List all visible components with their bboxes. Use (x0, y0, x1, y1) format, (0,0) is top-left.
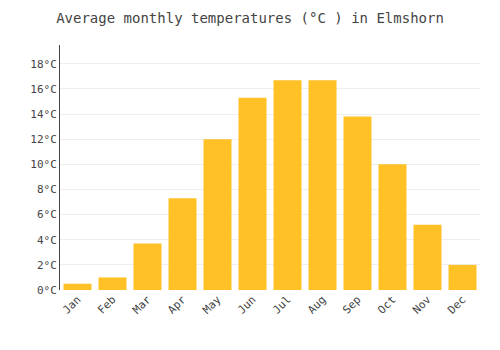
svg-text:8°C: 8°C (37, 183, 57, 196)
svg-text:Feb: Feb (95, 293, 118, 316)
svg-text:18°C: 18°C (30, 58, 57, 71)
svg-text:May: May (200, 293, 224, 317)
svg-text:10°C: 10°C (30, 158, 57, 171)
svg-text:Nov: Nov (410, 293, 434, 317)
svg-text:Jul: Jul (270, 293, 293, 316)
svg-text:Apr: Apr (165, 293, 189, 317)
svg-text:12°C: 12°C (30, 133, 57, 146)
svg-text:2°C: 2°C (37, 259, 57, 272)
svg-text:4°C: 4°C (37, 234, 57, 247)
svg-text:14°C: 14°C (30, 108, 57, 121)
svg-text:Jan: Jan (60, 293, 83, 316)
svg-text:0°C: 0°C (37, 284, 57, 297)
svg-text:Aug: Aug (305, 293, 328, 316)
svg-text:Mar: Mar (130, 293, 154, 317)
svg-text:6°C: 6°C (37, 208, 57, 221)
svg-text:Dec: Dec (445, 293, 468, 316)
svg-text:Average monthly temperatures (: Average monthly temperatures (°C ) in El… (56, 10, 444, 26)
svg-text:Sep: Sep (340, 293, 363, 316)
svg-text:16°C: 16°C (30, 83, 57, 96)
svg-text:Oct: Oct (375, 293, 398, 316)
svg-text:Jun: Jun (235, 293, 258, 316)
